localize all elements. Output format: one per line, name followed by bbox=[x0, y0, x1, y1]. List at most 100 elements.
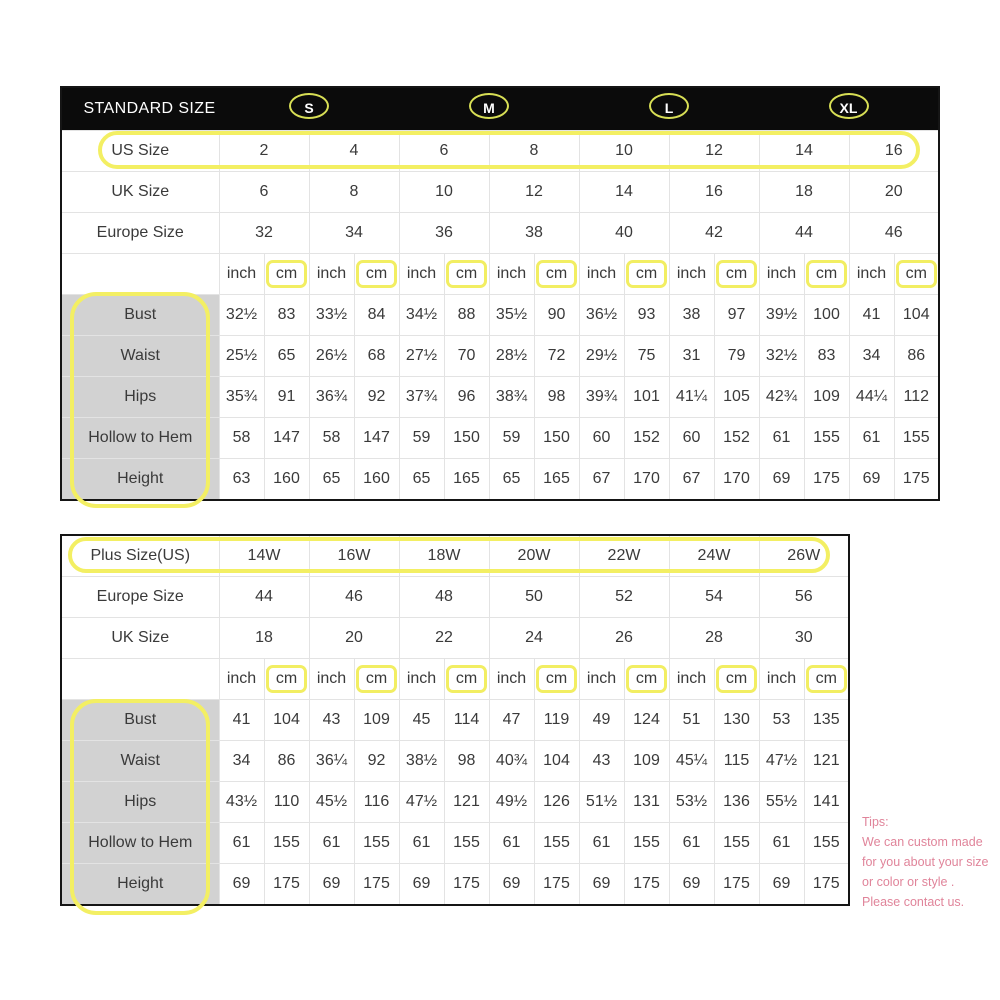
measurement-value: 38¾ bbox=[488, 376, 535, 418]
unit-cell-cm: cm bbox=[443, 658, 490, 700]
measurement-value: 69 bbox=[848, 458, 895, 501]
unit-cell-inch: inch bbox=[758, 658, 805, 700]
measurement-value: 40¾ bbox=[488, 740, 535, 782]
measurement-value: 175 bbox=[353, 863, 400, 906]
measurement-value: 59 bbox=[398, 417, 445, 459]
plus-size-table: Plus Size(US) 14W 16W 18W 20W 22W 24W 26W Europe… bbox=[60, 534, 850, 906]
measurement-value: 175 bbox=[263, 863, 310, 906]
measurement-value: 67 bbox=[578, 458, 625, 501]
measurement-value: 60 bbox=[668, 417, 715, 459]
unit-row: inch cm inch cm inch cm inch cm inch cm inch cm inch… bbox=[60, 658, 850, 700]
measurement-value: 155 bbox=[443, 822, 490, 864]
measurement-value: 43½ bbox=[218, 781, 265, 823]
measurement-row: Height 69 175 69 175 69 175 69 175 69 175 69 175 69 17… bbox=[60, 863, 850, 906]
cm-highlight-box: cm bbox=[715, 260, 758, 288]
size-badge-cell-l: L bbox=[579, 87, 759, 131]
measurement-value: 96 bbox=[443, 376, 490, 418]
measurement-value: 72 bbox=[533, 335, 580, 377]
measurement-value: 32½ bbox=[758, 335, 805, 377]
measurement-value: 155 bbox=[623, 822, 670, 864]
measurement-value: 110 bbox=[263, 781, 310, 823]
measurement-value: 175 bbox=[803, 863, 850, 906]
measurement-value: 43 bbox=[578, 740, 625, 782]
unit-cell-inch: inch bbox=[578, 253, 625, 295]
size-badge-m: M bbox=[469, 93, 509, 119]
table-row: UK Size 18 20 22 24 26 28 30 bbox=[60, 617, 850, 659]
measurement-value: 69 bbox=[398, 863, 445, 906]
cm-highlight-box: cm bbox=[445, 260, 488, 288]
measurement-value: 112 bbox=[893, 376, 940, 418]
size-badge-l: L bbox=[649, 93, 689, 119]
measurement-value: 61 bbox=[398, 822, 445, 864]
measurement-value: 155 bbox=[533, 822, 580, 864]
measurement-value: 25½ bbox=[218, 335, 265, 377]
size-badge-xl: XL bbox=[828, 93, 869, 119]
table-header-row: STANDARD SIZE S M L XL bbox=[61, 87, 939, 131]
size-value: 20 bbox=[848, 171, 940, 213]
measurement-value: 65 bbox=[488, 458, 535, 501]
tips-line: for you about your size bbox=[862, 855, 989, 869]
measurement-value: 51½ bbox=[578, 781, 625, 823]
size-badge-s: S bbox=[289, 93, 329, 119]
measurement-value: 150 bbox=[443, 417, 490, 459]
measurement-value: 69 bbox=[758, 863, 805, 906]
measurement-value: 69 bbox=[308, 863, 355, 906]
measurement-value: 36¾ bbox=[308, 376, 355, 418]
size-value: 2 bbox=[218, 130, 310, 172]
standard-size-table: STANDARD SIZE S M L XL US Size 2 4 6 8 10 12 14 16 UK … bbox=[60, 86, 940, 501]
size-value: 18 bbox=[758, 171, 850, 213]
plus-size-chart: Plus Size(US) 14W 16W 18W 20W 22W 24W 26W Europe… bbox=[60, 534, 850, 906]
unit-cell-inch: inch bbox=[668, 253, 715, 295]
measurement-value: 90 bbox=[533, 294, 580, 336]
measurement-label-bust: Bust bbox=[60, 294, 220, 336]
unit-row-blank-label bbox=[60, 658, 220, 700]
measurement-row: Waist 25½ 65 26½ 68 27½ 70 28½ 72 29½ 75 31 79 32½ 83 3… bbox=[60, 335, 940, 377]
measurement-value: 109 bbox=[353, 699, 400, 741]
size-value: 20W bbox=[488, 534, 580, 577]
measurement-value: 35½ bbox=[488, 294, 535, 336]
size-value: 42 bbox=[668, 212, 760, 254]
size-value: 18 bbox=[218, 617, 310, 659]
measurement-value: 60 bbox=[578, 417, 625, 459]
measurement-value: 97 bbox=[713, 294, 760, 336]
measurement-value: 41 bbox=[218, 699, 265, 741]
size-value: 22 bbox=[398, 617, 490, 659]
row-label-uk-size: UK Size bbox=[60, 171, 220, 213]
unit-cell-cm: cm bbox=[263, 253, 310, 295]
measurement-value: 101 bbox=[623, 376, 670, 418]
unit-cell-cm: cm bbox=[713, 253, 760, 295]
unit-cell-cm: cm bbox=[893, 253, 940, 295]
measurement-value: 136 bbox=[713, 781, 760, 823]
measurement-value: 152 bbox=[713, 417, 760, 459]
size-badge-cell-s: S bbox=[219, 87, 399, 131]
size-value: 34 bbox=[308, 212, 400, 254]
measurement-value: 51 bbox=[668, 699, 715, 741]
measurement-value: 36¼ bbox=[308, 740, 355, 782]
measurement-value: 165 bbox=[533, 458, 580, 501]
measurement-row: Hips 43½ 110 45½ 116 47½ 121 49½ 126 51½ 131 53½ 136… bbox=[60, 781, 850, 823]
measurement-value: 65 bbox=[263, 335, 310, 377]
measurement-value: 69 bbox=[488, 863, 535, 906]
tips-line: Tips: bbox=[862, 815, 889, 829]
measurement-value: 83 bbox=[803, 335, 850, 377]
measurement-value: 124 bbox=[623, 699, 670, 741]
measurement-value: 58 bbox=[218, 417, 265, 459]
measurement-value: 61 bbox=[758, 822, 805, 864]
measurement-value: 45½ bbox=[308, 781, 355, 823]
unit-cell-inch: inch bbox=[218, 253, 265, 295]
measurement-label-height: Height bbox=[60, 458, 220, 501]
unit-cell-inch: inch bbox=[398, 253, 445, 295]
measurement-value: 36½ bbox=[578, 294, 625, 336]
measurement-value: 41¼ bbox=[668, 376, 715, 418]
measurement-value: 61 bbox=[308, 822, 355, 864]
measurement-value: 84 bbox=[353, 294, 400, 336]
measurement-value: 68 bbox=[353, 335, 400, 377]
size-value: 32 bbox=[218, 212, 310, 254]
measurement-value: 141 bbox=[803, 781, 850, 823]
size-value: 46 bbox=[848, 212, 940, 254]
measurement-value: 152 bbox=[623, 417, 670, 459]
measurement-value: 147 bbox=[353, 417, 400, 459]
size-value: 20 bbox=[308, 617, 400, 659]
measurement-value: 31 bbox=[668, 335, 715, 377]
unit-cell-inch: inch bbox=[218, 658, 265, 700]
